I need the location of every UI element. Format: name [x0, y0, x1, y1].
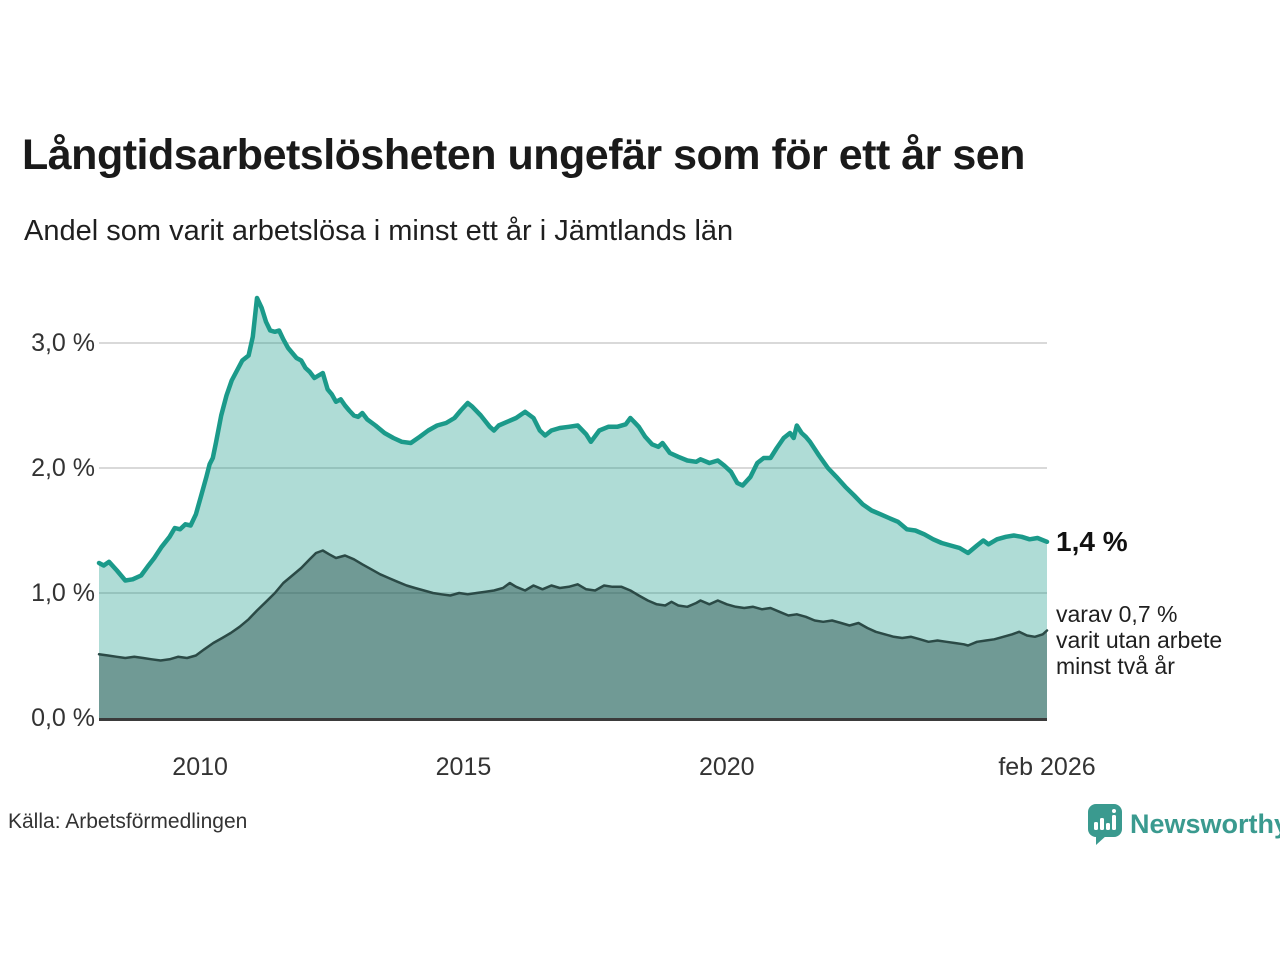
- speech-bubble-shape: [1088, 804, 1122, 837]
- logo-bar: [1106, 823, 1110, 830]
- logo-bar: [1100, 818, 1104, 830]
- y-tick-label: 3,0 %: [31, 329, 95, 357]
- speech-bubble-tail: [1096, 835, 1107, 845]
- logo-exclamation-dot: [1112, 809, 1116, 813]
- logo-bar: [1094, 822, 1098, 830]
- arbetslosa-minst-ett-ar-line: [96, 295, 1050, 583]
- utan-arbete-minst-tva-ar-area: [99, 550, 1047, 718]
- end-sub-label-line: minst två år: [1056, 653, 1175, 679]
- y-tick-label: 2,0 %: [31, 454, 95, 482]
- brand: Newsworthy: [1088, 804, 1280, 846]
- brand-name: Newsworthy: [1130, 809, 1280, 839]
- end-sub-label: varav 0,7 % varit utan arbete minst två …: [1056, 601, 1222, 679]
- y-tick-label: 0,0 %: [31, 704, 95, 732]
- x-tick-label: 2015: [435, 753, 492, 781]
- end-sub-label-line: varit utan arbete: [1056, 627, 1223, 653]
- utan-arbete-minst-tva-ar-line: [97, 549, 1049, 662]
- x-tick-label: 2020: [698, 753, 755, 781]
- logo-exclamation-bar: [1112, 815, 1116, 830]
- newsworthy-logo-icon: [1088, 804, 1122, 846]
- page-title: Långtidsarbetslösheten ungefär som för e…: [22, 131, 1025, 179]
- end-value-label: 1,4 %: [1056, 526, 1128, 557]
- y-tick-label: 1,0 %: [31, 579, 95, 607]
- end-sub-label-line: varav 0,7 %: [1056, 601, 1178, 627]
- page-subtitle: Andel som varit arbetslösa i minst ett å…: [24, 215, 734, 247]
- x-tick-label: feb 2026: [998, 753, 1096, 781]
- x-tick-label: 2010: [172, 753, 228, 781]
- source-note: Källa: Arbetsförmedlingen: [8, 810, 248, 833]
